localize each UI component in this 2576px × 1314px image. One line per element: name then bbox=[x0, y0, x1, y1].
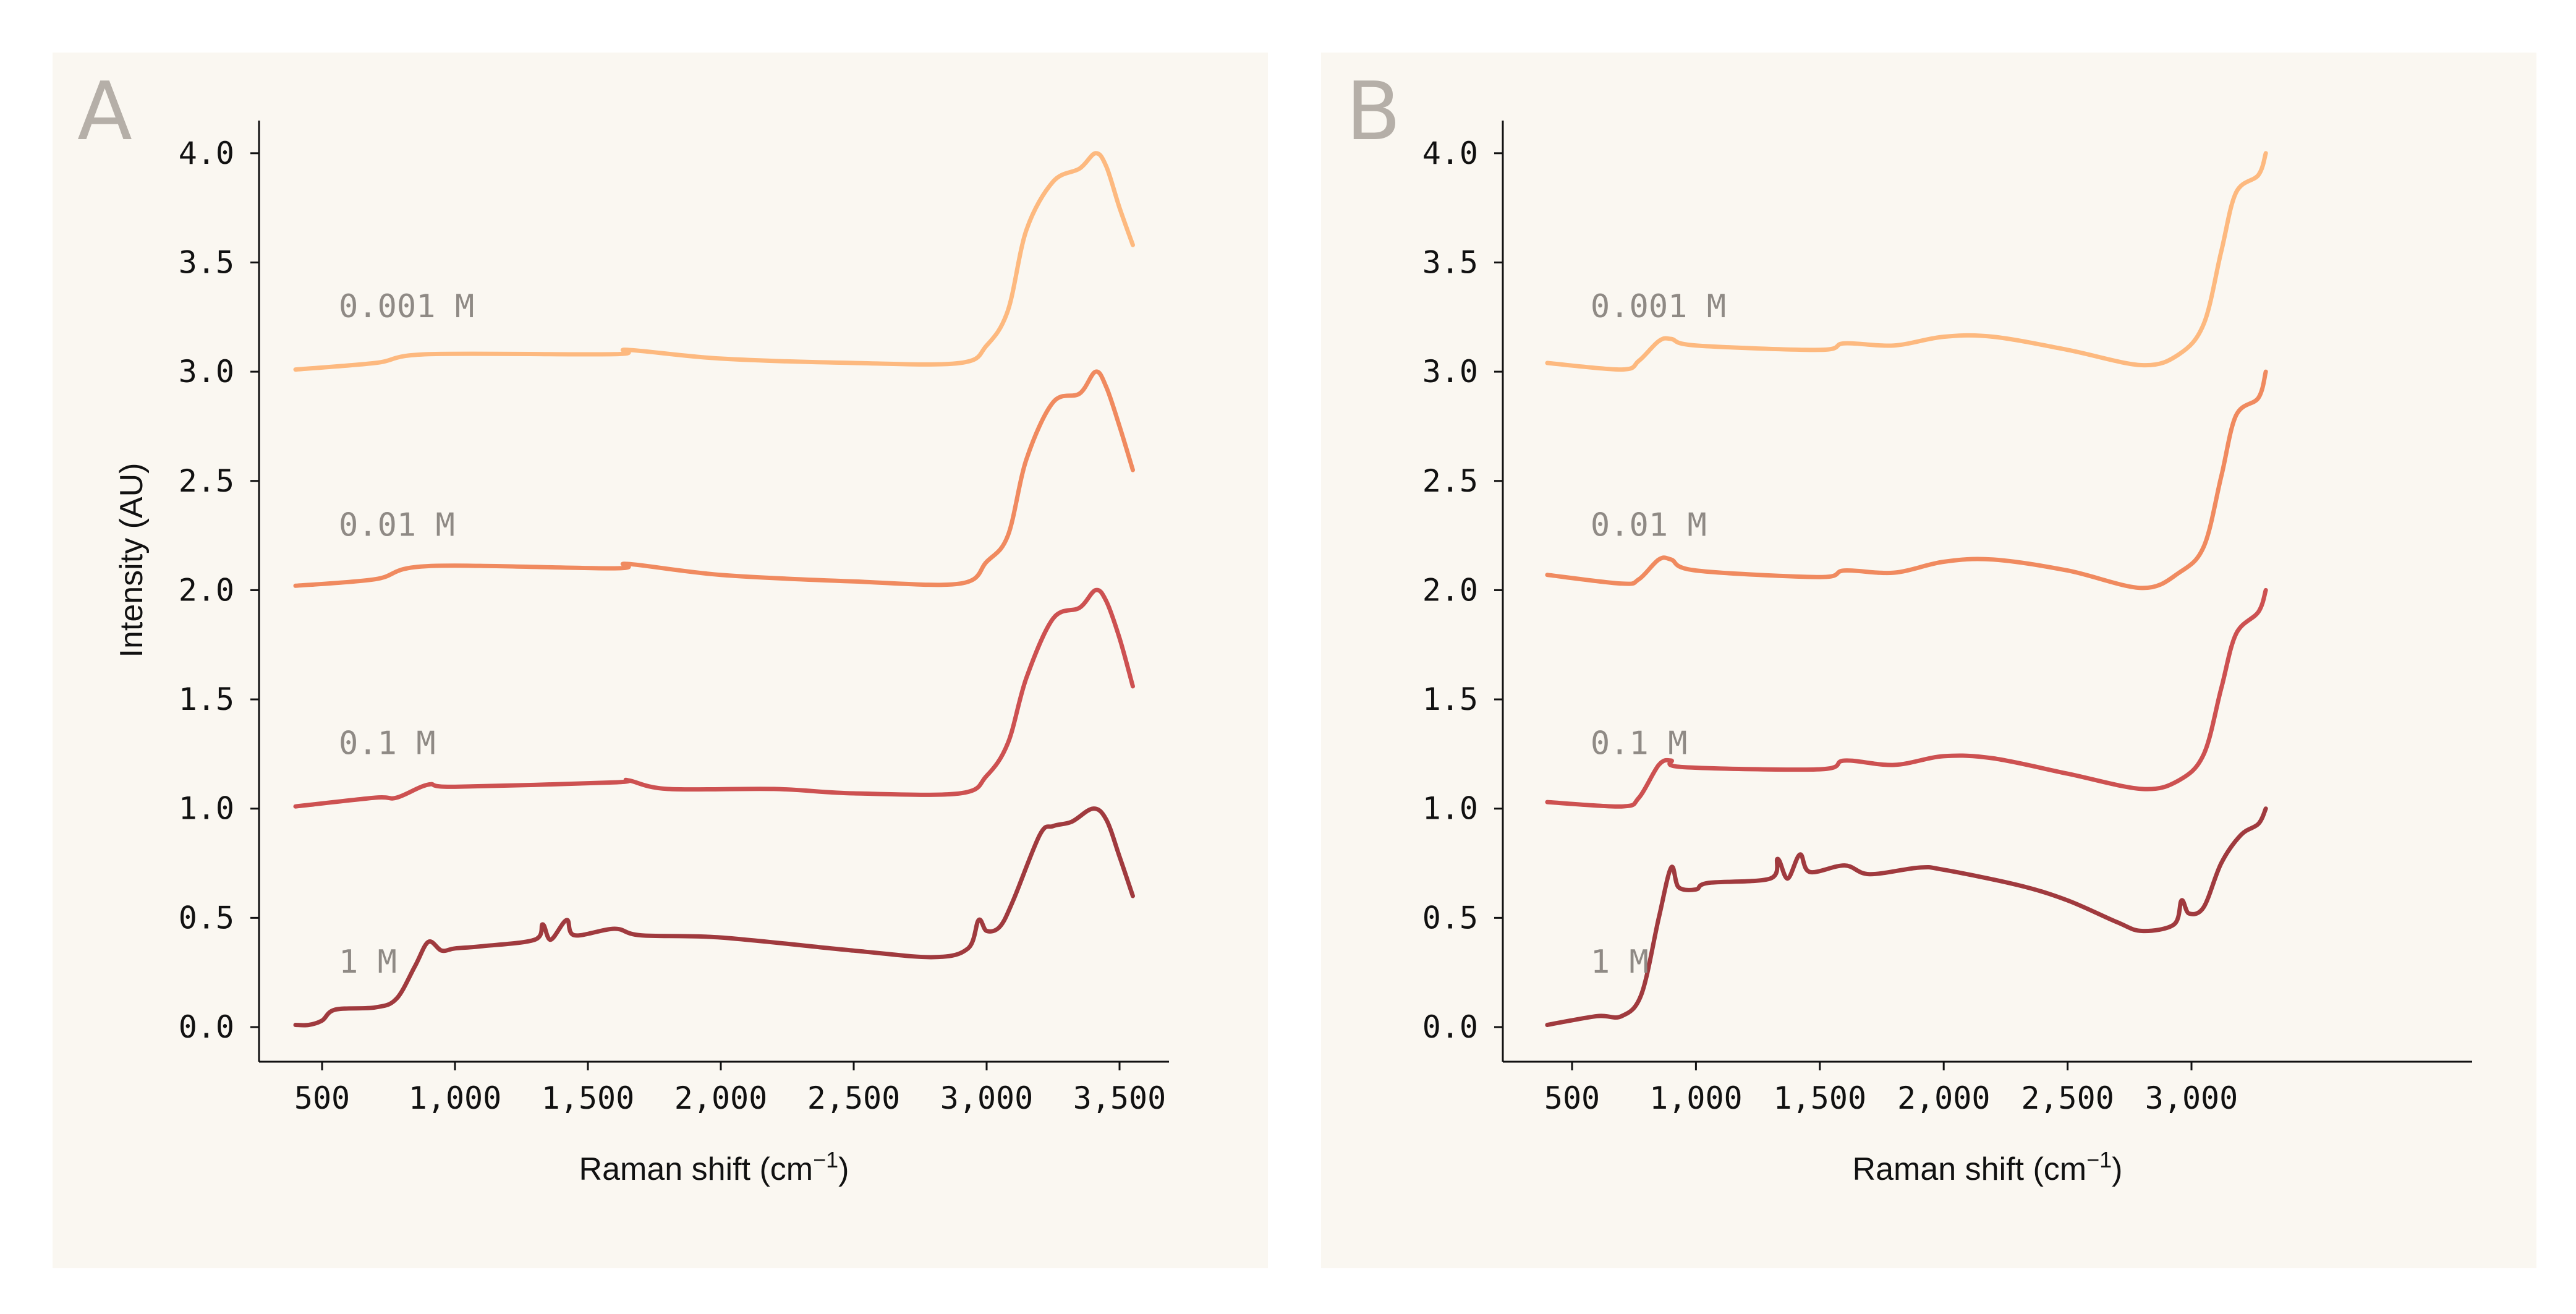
panel-letter: B bbox=[1346, 64, 1401, 158]
series-label: 0.1 M bbox=[339, 725, 436, 762]
y-tick-label: 1.0 bbox=[1422, 791, 1478, 827]
series-label: 0.001 M bbox=[339, 288, 474, 325]
series-line bbox=[293, 369, 1135, 588]
series-line bbox=[1545, 587, 2268, 809]
y-tick-label: 4.0 bbox=[179, 135, 234, 171]
y-tick-label: 2.0 bbox=[1422, 572, 1478, 608]
series-label: 0.1 M bbox=[1591, 725, 1688, 762]
x-tick-label: 3,500 bbox=[1073, 1080, 1167, 1116]
x-tick-label: 3,000 bbox=[940, 1080, 1034, 1116]
y-tick-label: 1.0 bbox=[179, 791, 234, 827]
series-line bbox=[293, 151, 1135, 372]
x-tick-label: 500 bbox=[1544, 1080, 1600, 1116]
series-line bbox=[1545, 369, 2268, 591]
y-tick-label: 3.0 bbox=[1422, 354, 1478, 390]
x-tick-label: 500 bbox=[294, 1080, 350, 1116]
x-tick-label: 2,500 bbox=[2021, 1080, 2114, 1116]
y-tick-label: 1.5 bbox=[179, 681, 234, 717]
y-tick-label: 1.5 bbox=[1422, 681, 1478, 717]
panel-letter: A bbox=[77, 64, 132, 158]
x-tick-label: 2,000 bbox=[1897, 1080, 1991, 1116]
y-tick-label: 0.0 bbox=[1422, 1009, 1478, 1045]
series-label: 1 M bbox=[1591, 944, 1649, 981]
panel-a: A 0.0 0.5 1.0 1.5 2.0 2.5 3.0 3.5 4.0 500 1,000 1,50… bbox=[53, 53, 1268, 1268]
x-tick-label: 2,500 bbox=[807, 1080, 901, 1116]
x-axis-label: Raman shift (cm−1) bbox=[1853, 1147, 2123, 1187]
y-tick-label: 2.5 bbox=[1422, 463, 1478, 499]
x-tick-label: 1,000 bbox=[1649, 1080, 1743, 1116]
x-tick-label: 2,000 bbox=[674, 1080, 768, 1116]
x-axis-label-superscript: −1 bbox=[813, 1147, 838, 1172]
series-label: 0.01 M bbox=[1591, 506, 1707, 544]
x-axis-label-text: Raman shift (cm bbox=[1853, 1151, 2087, 1187]
y-tick-label: 2.0 bbox=[179, 572, 234, 608]
y-axis-label: Intensity (AU) bbox=[114, 463, 150, 658]
x-tick-label: 1,500 bbox=[1774, 1080, 1867, 1116]
x-axis-label-text: Raman shift (cm bbox=[579, 1151, 814, 1187]
y-tick-label: 0.5 bbox=[179, 900, 234, 936]
panel-background bbox=[1321, 53, 2536, 1268]
y-tick-label: 2.5 bbox=[179, 463, 234, 499]
x-tick-label: 1,500 bbox=[542, 1080, 635, 1116]
series-label: 1 M bbox=[339, 944, 397, 981]
series-line bbox=[293, 587, 1135, 809]
x-axis-label-superscript: −1 bbox=[2086, 1147, 2112, 1172]
x-axis-label-close: ) bbox=[2112, 1151, 2122, 1187]
y-tick-label: 0.0 bbox=[179, 1009, 234, 1045]
series-line bbox=[1545, 806, 2268, 1027]
x-axis-label-close: ) bbox=[838, 1151, 849, 1187]
series-line bbox=[1545, 151, 2268, 372]
series-label: 0.001 M bbox=[1591, 288, 1726, 325]
series-line bbox=[293, 806, 1135, 1028]
panel-background bbox=[53, 53, 1268, 1268]
x-tick-label: 3,000 bbox=[2145, 1080, 2238, 1116]
y-tick-label: 4.0 bbox=[1422, 135, 1478, 171]
y-tick-label: 3.5 bbox=[1422, 244, 1478, 280]
series-label: 0.01 M bbox=[339, 506, 455, 544]
x-tick-label: 1,000 bbox=[409, 1080, 502, 1116]
y-tick-label: 0.5 bbox=[1422, 900, 1478, 936]
panel-b: B 0.0 0.5 1.0 1.5 2.0 2.5 3.0 3.5 4.0 500 1,000 1,50… bbox=[1321, 53, 2536, 1268]
x-axis-label: Raman shift (cm−1) bbox=[579, 1147, 849, 1187]
y-tick-label: 3.5 bbox=[179, 244, 234, 280]
y-tick-label: 3.0 bbox=[179, 354, 234, 390]
